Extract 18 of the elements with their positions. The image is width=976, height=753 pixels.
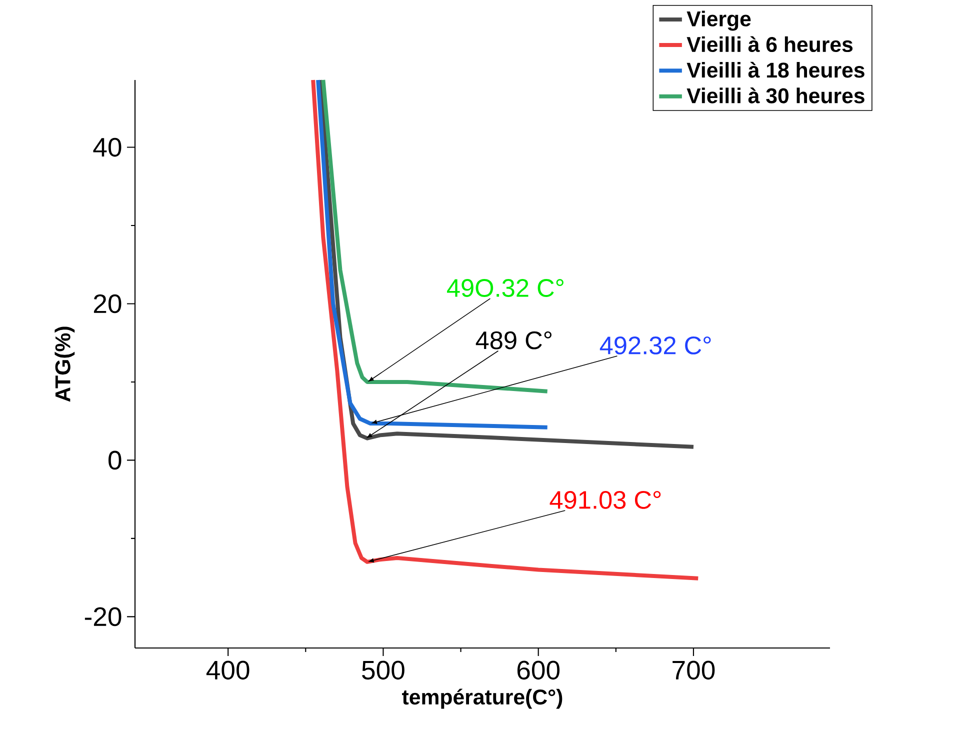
x-tick-label: 400 <box>206 660 250 680</box>
legend-label: Vieilli à 18 heures <box>686 62 864 78</box>
annotation: 491.03 C° <box>550 490 661 509</box>
annotation: 489 C° <box>476 331 552 350</box>
y-tick-label: 40 <box>93 138 122 157</box>
y-tick-label: 0 <box>108 450 122 470</box>
annotation: 492.32 C° <box>600 336 711 354</box>
y-axis-title: ATG(%) <box>54 326 75 402</box>
x-tick-label: 500 <box>362 660 404 680</box>
x-tick-label: 600 <box>517 660 560 680</box>
annotation: 49O.32 C° <box>447 279 564 297</box>
legend-label: Vieilli à 30 heures <box>686 88 864 104</box>
y-tick-label: -20 <box>84 607 122 626</box>
y-tick-label: 20 <box>94 294 122 314</box>
x-tick-label: 700 <box>672 660 715 680</box>
legend-label: Vieilli à 6 heures <box>686 36 853 52</box>
legend-label: Vierge <box>686 10 751 31</box>
x-axis-title: température(C°) <box>402 688 562 709</box>
